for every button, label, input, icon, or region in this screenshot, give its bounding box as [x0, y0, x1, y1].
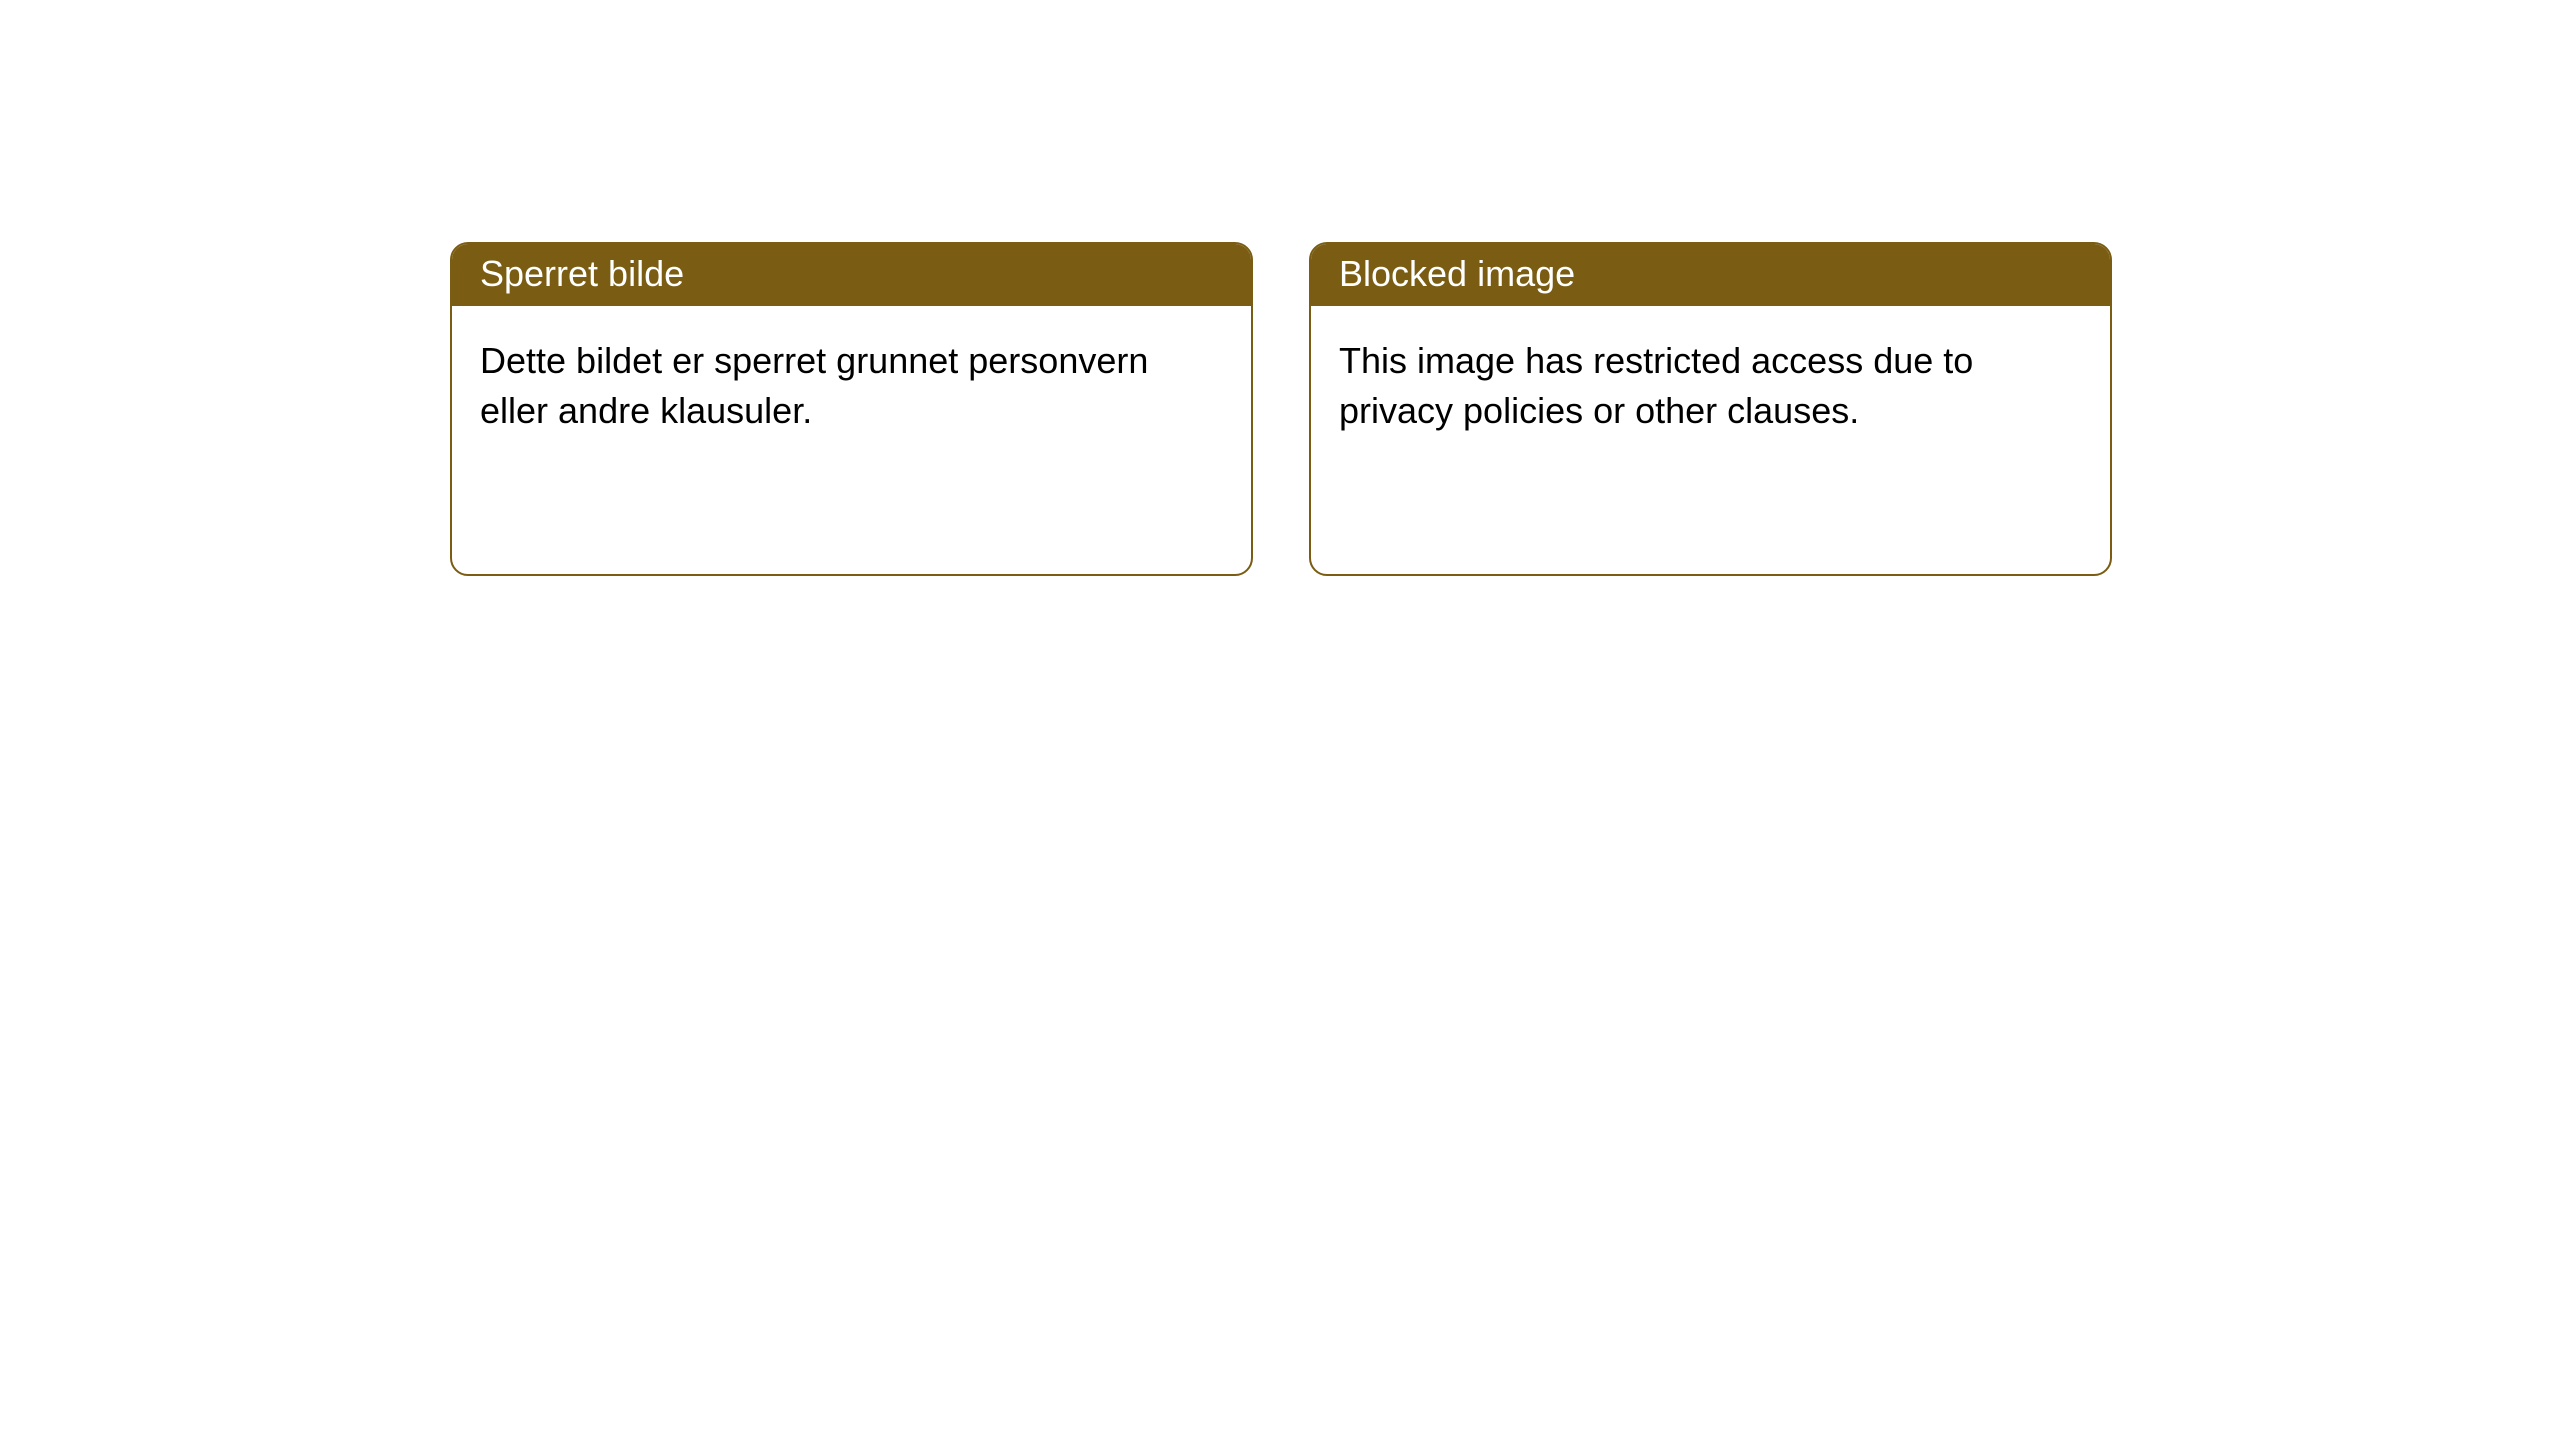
notice-header: Blocked image: [1311, 244, 2110, 306]
notice-body: This image has restricted access due to …: [1311, 306, 2110, 467]
notice-title: Blocked image: [1339, 253, 1575, 295]
notice-body-text: Dette bildet er sperret grunnet personve…: [480, 340, 1148, 431]
notice-container: Sperret bilde Dette bildet er sperret gr…: [450, 242, 2112, 576]
notice-header: Sperret bilde: [452, 244, 1251, 306]
notice-box-norwegian: Sperret bilde Dette bildet er sperret gr…: [450, 242, 1253, 576]
notice-box-english: Blocked image This image has restricted …: [1309, 242, 2112, 576]
notice-body: Dette bildet er sperret grunnet personve…: [452, 306, 1251, 467]
notice-body-text: This image has restricted access due to …: [1339, 340, 1973, 431]
notice-title: Sperret bilde: [480, 253, 684, 295]
